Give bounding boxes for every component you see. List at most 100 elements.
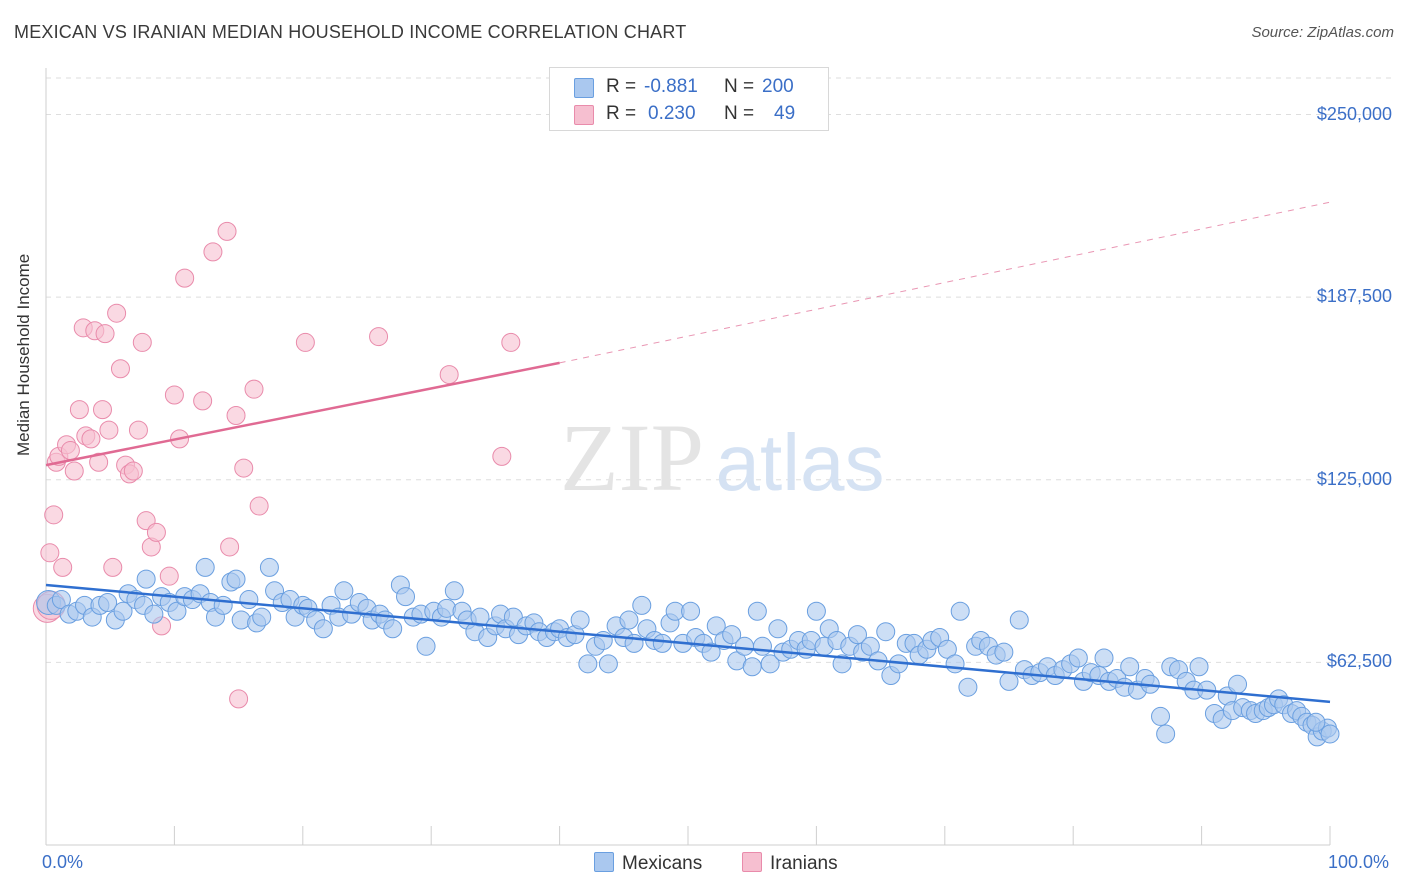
iranian-point xyxy=(295,332,315,352)
legend-n-value: 200 xyxy=(762,76,794,97)
iranian-point xyxy=(128,420,148,440)
mexican-point xyxy=(752,636,772,656)
mexican-point xyxy=(98,592,118,612)
iranian-point xyxy=(99,420,119,440)
bottom-legend-mexicans: Mexicans xyxy=(594,852,702,875)
legend-n-value: 49 xyxy=(774,103,796,124)
iranian-point xyxy=(64,461,84,481)
iranian-point xyxy=(234,458,254,478)
mexican-point xyxy=(760,654,780,674)
legend-swatch-mexicans xyxy=(574,78,594,98)
mexican-point xyxy=(619,610,639,630)
legend-n-label: N = xyxy=(724,103,755,124)
iranian-point xyxy=(53,557,73,577)
mexican-point xyxy=(231,610,251,630)
iranian-point xyxy=(249,496,269,516)
bottom-legend-label: Mexicans xyxy=(622,853,703,874)
mexican-point xyxy=(747,601,767,621)
watermark: ZIP atlas xyxy=(560,404,884,511)
iranian-point xyxy=(40,543,60,563)
mexican-point xyxy=(958,677,978,697)
iranian-point xyxy=(146,522,166,542)
iranian-point xyxy=(164,385,184,405)
mexican-point xyxy=(706,616,726,636)
iranian-point xyxy=(95,324,115,344)
iranian-point xyxy=(123,461,143,481)
iranian-point xyxy=(110,359,130,379)
bottom-legend-swatch-iranians xyxy=(742,852,762,872)
iranian-point xyxy=(220,537,240,557)
mexican-point xyxy=(994,642,1014,662)
y-tick-label: $125,000 xyxy=(1316,468,1392,489)
mexican-point xyxy=(681,601,701,621)
mexicans-points xyxy=(36,557,1340,747)
mexican-point xyxy=(437,598,457,618)
y-tick-label: $187,500 xyxy=(1316,286,1392,307)
iranian-point xyxy=(107,303,127,323)
mexican-point xyxy=(1151,706,1171,726)
iranian-point xyxy=(89,452,109,472)
chart-title: MEXICAN VS IRANIAN MEDIAN HOUSEHOLD INCO… xyxy=(14,22,687,42)
iranian-point xyxy=(193,391,213,411)
iranian-point xyxy=(60,441,80,461)
legend-r-label: R = xyxy=(606,76,637,97)
iranian-point xyxy=(81,429,101,449)
mexican-point xyxy=(113,601,133,621)
trend-lines xyxy=(45,201,1331,704)
mexican-point xyxy=(701,642,721,662)
mexican-point xyxy=(598,654,618,674)
mexican-point xyxy=(945,654,965,674)
grid-lines xyxy=(46,77,1394,663)
mexican-point xyxy=(136,569,156,589)
mexican-point xyxy=(1068,648,1088,668)
iranians-trend-extension xyxy=(559,201,1331,364)
legend-swatch-iranians xyxy=(574,105,594,125)
watermark-zip: ZIP xyxy=(560,404,704,511)
mexican-point xyxy=(239,590,259,610)
mexican-point xyxy=(51,590,71,610)
bottom-legend-iranians: Iranians xyxy=(742,852,838,875)
y-tick-label: $62,500 xyxy=(1326,651,1392,672)
mexican-point xyxy=(632,595,652,615)
mexican-point xyxy=(334,581,354,601)
mexican-point xyxy=(806,601,826,621)
mexican-point xyxy=(742,657,762,677)
iranian-point xyxy=(132,332,152,352)
iranian-point xyxy=(103,557,123,577)
mexican-point xyxy=(213,595,233,615)
mexican-point xyxy=(570,610,590,630)
y-tick-label: $250,000 xyxy=(1316,103,1392,124)
mexican-point xyxy=(1094,648,1114,668)
mexican-point xyxy=(722,625,742,645)
iranians-trend-line xyxy=(45,361,560,467)
x-tick-label-max: 100.0% xyxy=(1328,852,1390,872)
iranian-point xyxy=(92,400,112,420)
mexican-point xyxy=(1156,724,1176,744)
mexican-point xyxy=(383,619,403,639)
mexican-point xyxy=(876,622,896,642)
mexican-point xyxy=(832,654,852,674)
mexican-point xyxy=(1320,724,1340,744)
mexicans-trend-line xyxy=(45,583,1331,704)
legend-r-value: -0.881 xyxy=(644,76,698,97)
iranian-point xyxy=(159,566,179,586)
correlation-legend: R = -0.881 N = 200 R = 0.230 N = 49 xyxy=(549,67,829,131)
mexican-point xyxy=(226,569,246,589)
mexican-point xyxy=(1306,712,1326,732)
watermark-atlas: atlas xyxy=(716,418,885,507)
mexican-point xyxy=(950,601,970,621)
iranian-point xyxy=(226,405,246,425)
mexican-point xyxy=(167,601,187,621)
legend-r-label: R = xyxy=(606,103,637,124)
mexican-point xyxy=(416,636,436,656)
mexican-point xyxy=(1228,674,1248,694)
mexican-point xyxy=(768,619,788,639)
mexican-point xyxy=(470,607,490,627)
mexican-point xyxy=(1009,610,1029,630)
axes xyxy=(45,68,1331,846)
mexican-point xyxy=(652,633,672,653)
mexican-point xyxy=(860,636,880,656)
legend-n-label: N = xyxy=(724,76,755,97)
iranian-point xyxy=(229,689,249,709)
